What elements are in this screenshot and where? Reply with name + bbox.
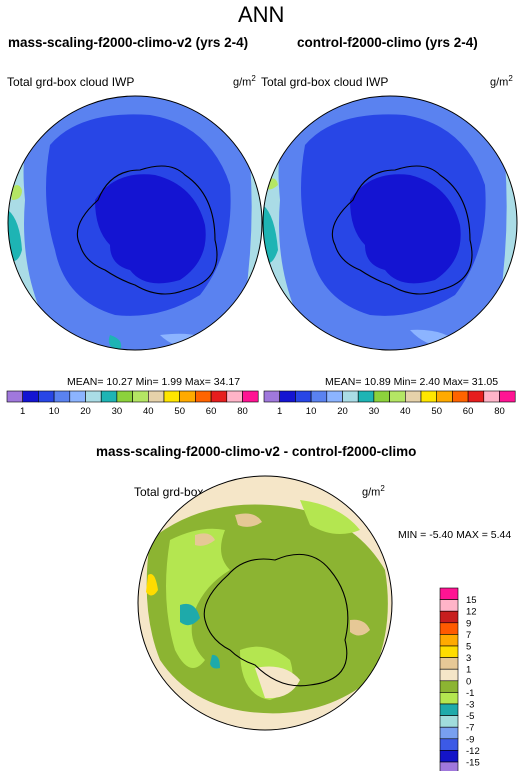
diff-colorbar-label: 5	[466, 642, 471, 653]
panel2-colorbar-label: 20	[337, 406, 348, 417]
diff-colorbar-cell	[439, 750, 459, 763]
panel1-field-label: Total grd-box cloud IWP	[7, 75, 135, 89]
diff-colorbar-label: 15	[466, 595, 477, 606]
diff-colorbar-label: 3	[466, 653, 471, 664]
diff-colorbar-label: -9	[466, 734, 474, 745]
diff-colorbar-cell	[439, 715, 459, 728]
diff-colorbar-cell	[439, 692, 459, 705]
diff-colorbar-cell	[439, 738, 459, 751]
diff-colorbar-cell	[439, 610, 459, 624]
panel2-stats: MEAN= 10.89 Min= 2.40 Max= 31.05	[325, 376, 499, 388]
diff-colorbar-label: -15	[466, 758, 480, 769]
panel2-colorbar-label: 30	[369, 406, 380, 417]
diff-colorbar-label: -1	[466, 688, 474, 699]
diff-colorbar-cell	[439, 680, 459, 693]
panel1-colorbar-label: 60	[206, 406, 217, 417]
panel1-stats: MEAN= 10.27 Min= 1.99 Max= 34.17	[67, 376, 241, 388]
panel2-colorbar-label: 50	[431, 406, 442, 417]
panel2-units: g/m2	[490, 74, 513, 89]
diff-stats: MIN = -5.40 MAX = 5.44	[398, 529, 512, 541]
panel2-colorbar-label: 40	[400, 406, 411, 417]
panel2-colorbar-cell	[499, 390, 516, 403]
diff-colorbar-cell	[439, 634, 459, 647]
panel2-colorbar-label: 60	[463, 406, 474, 417]
diff-colorbar-cell	[439, 622, 459, 635]
diff-colorbar-cell	[439, 761, 459, 771]
panel1-units: g/m2	[233, 74, 256, 89]
panel1-colorbar-label: 20	[80, 406, 91, 417]
diff-colorbar-label: 7	[466, 630, 471, 641]
panel2-colorbar-label: 1	[277, 406, 282, 417]
diff-colorbar-cell	[439, 599, 459, 612]
diff-colorbar-cell	[439, 726, 459, 740]
diff-colorbar-cell	[439, 645, 459, 658]
diff-colorbar-cell	[439, 703, 459, 716]
diff-colorbar-label: -3	[466, 700, 474, 711]
panel1-colorbar-label: 1	[20, 406, 25, 417]
panel1-colorbar-label: 80	[237, 406, 248, 417]
diff-colorbar-cell	[439, 668, 459, 682]
page-title: ANN	[238, 2, 285, 27]
diff-colorbar-label: -7	[466, 723, 474, 734]
diff-colorbar-cell	[439, 587, 459, 600]
diff-colorbar-label: 9	[466, 618, 471, 629]
diff-colorbar-label: -12	[466, 746, 480, 757]
diff-colorbar-cell	[439, 657, 459, 670]
panel1-colorbar-cell	[242, 390, 259, 403]
panel1-title: mass-scaling-f2000-climo-v2 (yrs 2-4)	[8, 35, 249, 50]
diff-colorbar-label: 0	[466, 676, 471, 687]
panel2-colorbar-label: 10	[306, 406, 317, 417]
panel1-colorbar-label: 40	[143, 406, 154, 417]
diff-colorbar-label: -5	[466, 711, 474, 722]
diff-units: g/m2	[362, 484, 385, 499]
panel2-title: control-f2000-climo (yrs 2-4)	[297, 35, 478, 50]
panel1-colorbar-label: 50	[174, 406, 185, 417]
panel1-colorbar-label: 30	[112, 406, 123, 417]
panel2-field-label: Total grd-box cloud IWP	[261, 75, 389, 89]
diff-title: mass-scaling-f2000-climo-v2 - control-f2…	[96, 444, 417, 459]
panel2-colorbar-label: 80	[494, 406, 505, 417]
diff-colorbar-label: 1	[466, 665, 471, 676]
diff-colorbar-label: 12	[466, 607, 477, 618]
panel1-colorbar-label: 10	[49, 406, 60, 417]
